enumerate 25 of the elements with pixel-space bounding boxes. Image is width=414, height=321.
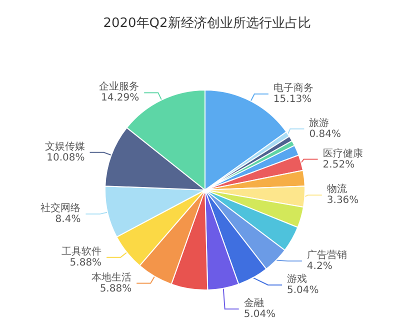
data-label: 4.2% (306, 261, 332, 272)
slice-label: 医疗健康 (322, 147, 363, 160)
slice-label: 旅游 (309, 116, 330, 129)
slice-label: 游戏 (286, 273, 307, 285)
data-label: 3.36% (326, 195, 359, 206)
slice-label: 物流 (326, 183, 347, 196)
data-label: 0.84% (309, 128, 341, 140)
data-label: 5.04% (286, 285, 319, 296)
data-label: 5.88% (100, 283, 132, 294)
data-label: 2.52% (322, 159, 355, 170)
chart-title: 2020年Q2新经济创业所选行业占比 (103, 16, 311, 31)
data-label: 15.13% (273, 94, 312, 105)
slice-label: 企业服务 (99, 80, 140, 93)
data-label: 10.08% (46, 152, 85, 164)
data-label: 5.04% (244, 309, 276, 320)
slice-label: 本地生活 (92, 271, 132, 284)
slice-label: 文娱传媒 (44, 140, 85, 152)
slice-label: 广告营销 (306, 249, 347, 261)
slice-label: 电子商务 (273, 82, 314, 94)
slice-label: 工具软件 (62, 245, 102, 258)
data-label: 14.29% (100, 92, 140, 104)
data-label: 5.88% (70, 257, 102, 268)
data-label: 8.4% (55, 214, 81, 226)
slice-label: 社交网络 (40, 202, 81, 214)
slice-label: 金融 (244, 297, 264, 309)
